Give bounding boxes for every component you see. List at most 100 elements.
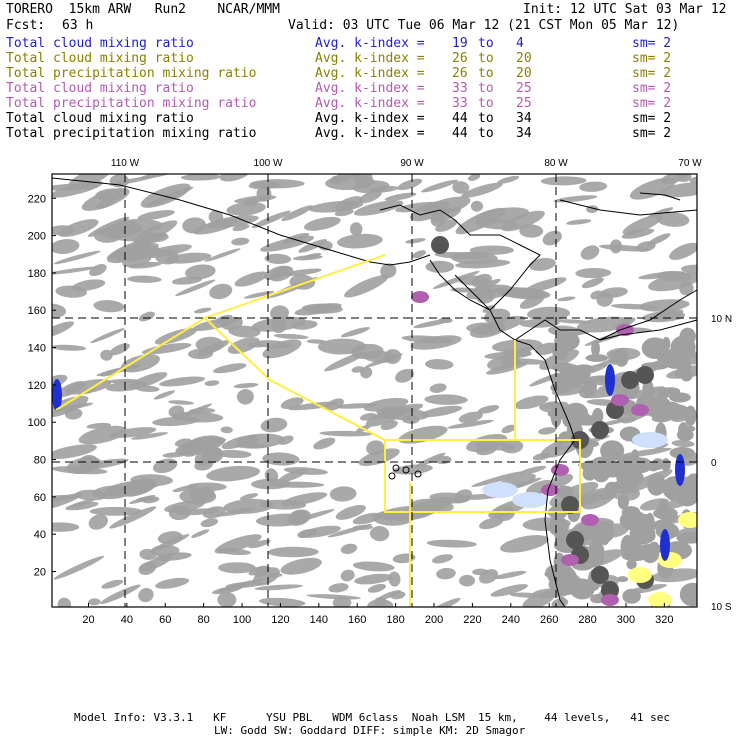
x-tick-label: 200 [425,614,443,626]
cloud-blob [65,408,83,420]
cloud-blob [90,328,125,344]
cloud-blob [306,594,361,600]
x-tick-label: 60 [159,614,171,626]
convective-core [636,366,654,384]
cloud-blob [137,209,175,221]
cloud-blob [288,401,339,411]
cloud-blob [66,456,102,475]
cloud-blob [388,571,401,587]
cloud-blob [291,320,318,330]
cloud-blob [138,311,155,322]
cloud-blob [447,419,494,429]
cloud-blob [335,196,363,211]
cloud-blob [264,265,291,281]
x-tick-label: 300 [617,614,635,626]
precip-light [648,592,672,607]
cloud-heavy [52,379,62,411]
cloud-blob [138,587,154,603]
cloud-blob [577,462,602,469]
y-tick-label: 40 [34,529,46,541]
galapagos-island [414,470,422,478]
cloud-blob [576,521,601,540]
cloud-blob [136,496,157,502]
legend-hi: 25 [516,96,532,111]
cloud-blob [648,272,697,292]
cloud-blob [549,481,599,507]
cloud-blob [260,235,315,252]
cloud-blob [554,331,580,351]
cloud-blob [519,295,545,309]
precip-blob [611,394,629,406]
longitude-label: 70 W [678,158,702,169]
cloud-blob [55,285,87,298]
x-tick-label: 220 [463,614,481,626]
cloud-blob [661,387,681,395]
cloud-blob [679,327,696,346]
cloud-blob [332,596,352,607]
precip-blob [601,594,619,606]
legend-index: Avg. k-index = [315,81,425,96]
cloud-blob [494,505,515,521]
cloud-blob [317,338,366,355]
x-tick-label: 280 [578,614,596,626]
legend-field: Total cloud mixing ratio [6,81,194,96]
cloud-blob [467,174,481,181]
cloud-blob [477,405,500,414]
legend-index: Avg. k-index = [315,66,425,81]
cloud-blob [67,174,112,189]
cloud-blob [424,359,454,370]
cloud-blob [432,270,480,289]
cloud-blob [405,238,426,244]
convective-core [601,581,619,599]
legend-index: Avg. k-index = [315,96,425,111]
cloud-blob [380,263,397,279]
legend-to: to [478,51,494,66]
cloud-blob [88,598,101,606]
cloud-blob [598,244,650,252]
cloud-blob [146,186,194,207]
cloud-blob [669,406,680,416]
cloud-blob [622,588,641,604]
cloud-blob [264,253,292,264]
cloud-blob [685,473,697,496]
cloud-blob [253,566,272,577]
cloud-blob [579,181,608,192]
legend-index: Avg. k-index = [315,51,425,66]
legend-hi: 20 [516,51,532,66]
cloud-blob [367,583,387,593]
cloud-blob [281,205,314,222]
x-tick-label: 160 [348,614,366,626]
domain-outline [204,317,581,513]
cloud-blob [52,266,99,275]
cloud-blob [52,522,80,532]
cloud-blob [601,449,615,471]
cloud-blob [384,192,417,201]
cloud-blob [187,348,214,360]
cloud-blob [165,252,212,264]
precip-blob [631,404,649,416]
cloud-blob [575,267,612,279]
cloud-blob [642,311,686,323]
cloud-blob [107,242,159,264]
cloud-blob [432,554,453,564]
cloud-blob [340,327,370,338]
cloud-blob [585,354,609,362]
cloud-blob [365,408,406,427]
legend-hi: 4 [516,36,524,51]
cloud-blob [120,354,160,373]
cloud-blob [642,378,654,402]
cloud-blob [159,376,206,387]
legend-to: to [478,81,494,96]
cloud-blob [372,510,414,526]
cloud-blob [211,585,243,595]
cloud-blob [436,567,456,580]
cloud-blob [259,597,306,607]
cloud-blob [353,200,404,216]
cloud-blob [92,485,133,500]
axis-labels: 20 40 60 80 100 120 140 160 180 200 220 20 40 60 80 100… [28,158,732,626]
cloud-blob [200,518,219,528]
cloud-blob [471,471,524,487]
latitude-label: 0 [711,458,717,469]
x-tick-label: 180 [386,614,404,626]
cloud-blob [660,174,690,185]
